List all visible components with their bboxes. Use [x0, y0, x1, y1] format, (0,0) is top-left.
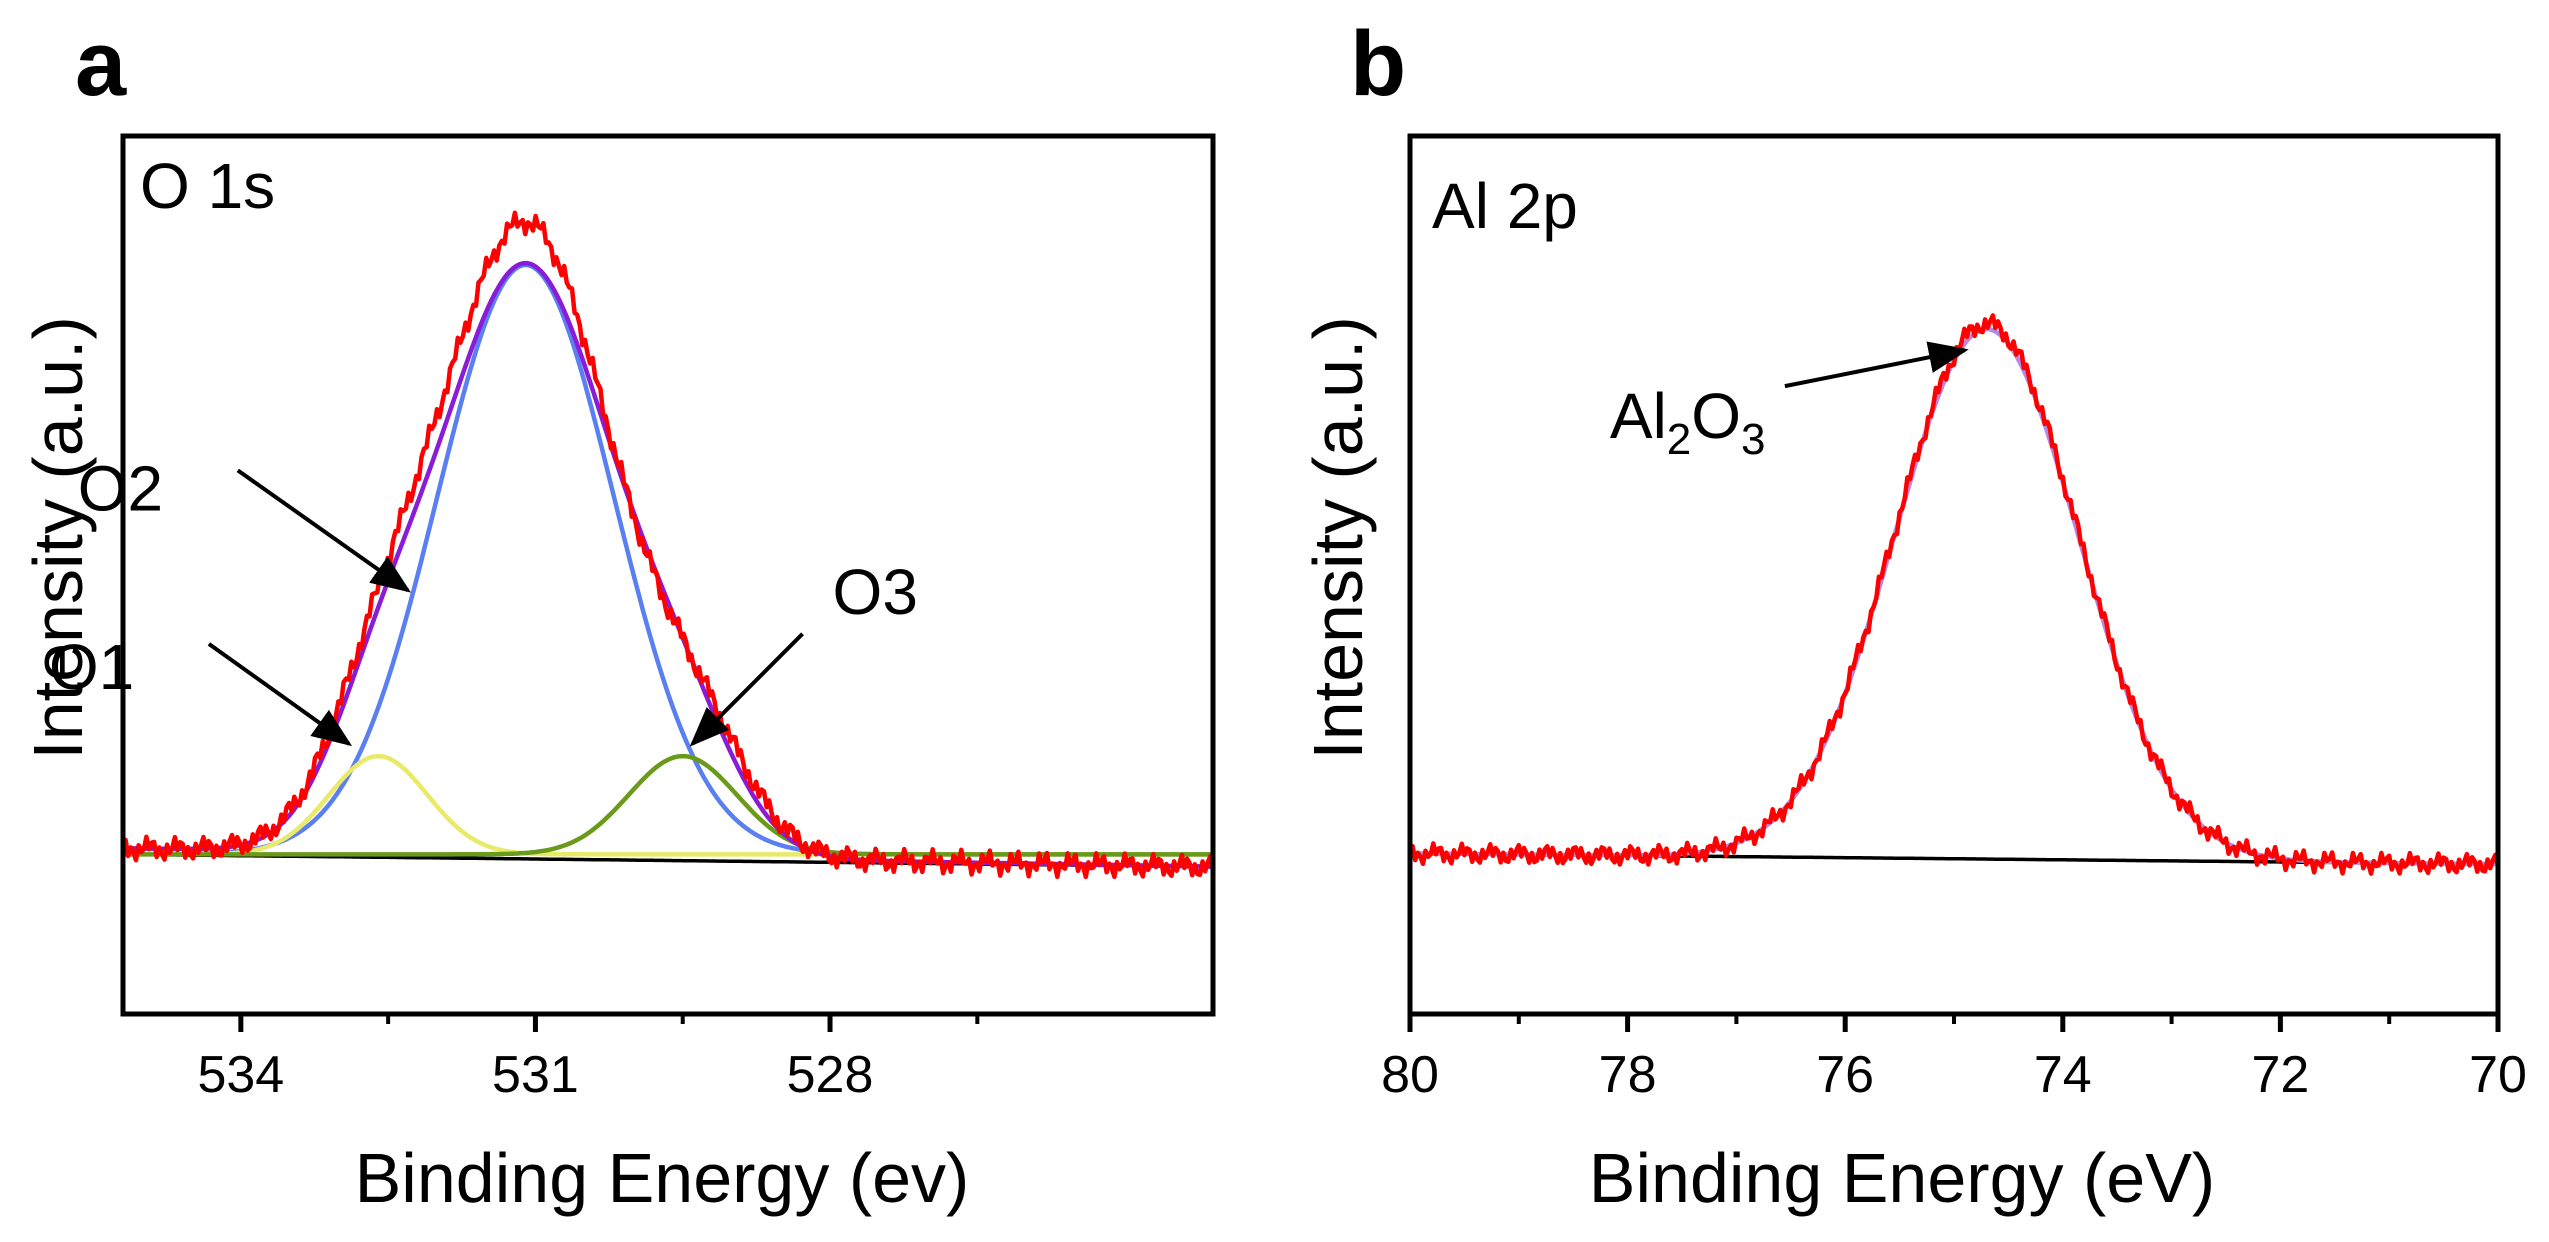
panel-b-al2p-chart: b Al 2p Binding Energy (eV) Intensity (a…	[1299, 13, 2527, 1217]
panel-a-x-tick-label: 531	[492, 1046, 579, 1104]
panel-b-x-tick-label: 80	[1381, 1046, 1439, 1104]
panel-b-x-tick-label: 74	[2034, 1046, 2092, 1104]
panel-a-x-tick-label: 534	[197, 1046, 284, 1104]
panel-b-letter: b	[1350, 13, 1406, 115]
panel-b-series-experimental	[1408, 313, 2501, 876]
panel-a-annotation-arrow	[689, 632, 804, 747]
panel-a-y-axis-title: Intensity (a.u.)	[19, 316, 97, 760]
panel-a-o1s-chart: a O 1s Binding Energy (ev) Intensity (a.…	[19, 13, 1216, 1217]
panel-b-x-axis-title: Binding Energy (eV)	[1589, 1139, 2215, 1217]
panel-a-series-o3	[123, 753, 1213, 857]
panel-a-annotation-label: O1	[49, 631, 134, 703]
panel-b-x-tick-label: 70	[2469, 1046, 2527, 1104]
panel-a-x-axis-title: Binding Energy (ev)	[355, 1139, 970, 1217]
panel-a-annotation-arrow	[236, 468, 412, 593]
panel-a-annotation-arrow	[207, 642, 353, 747]
panel-b-x-tick-label: 72	[2251, 1046, 2309, 1104]
panel-b-inset-title: Al 2p	[1432, 170, 1578, 242]
panel-a-series-experimental	[121, 210, 1216, 880]
panel-b-annotation-label: Al2O3	[1610, 380, 1766, 464]
panel-a-annotation-label: O2	[78, 452, 163, 524]
panel-a-letter: a	[75, 13, 127, 115]
panel-b-plot-frame	[1407, 133, 2501, 1017]
panel-a-series-o2	[123, 262, 1213, 857]
panel-a-plot-frame	[120, 133, 1216, 1017]
panel-a-annotation-label: O3	[833, 556, 918, 628]
panel-b-series-fit	[1410, 326, 2498, 867]
panel-b-y-axis-title: Intensity (a.u.)	[1299, 316, 1377, 760]
panel-b-x-tick-label: 78	[1599, 1046, 1657, 1104]
panel-a-inset-title: O 1s	[140, 150, 275, 222]
panel-b-x-tick-label: 76	[1816, 1046, 1874, 1104]
panel-a-x-tick-label: 528	[787, 1046, 874, 1104]
panel-b-annotation-arrow	[1784, 341, 1969, 389]
panel-a-series-fit-envelope	[123, 260, 1213, 869]
